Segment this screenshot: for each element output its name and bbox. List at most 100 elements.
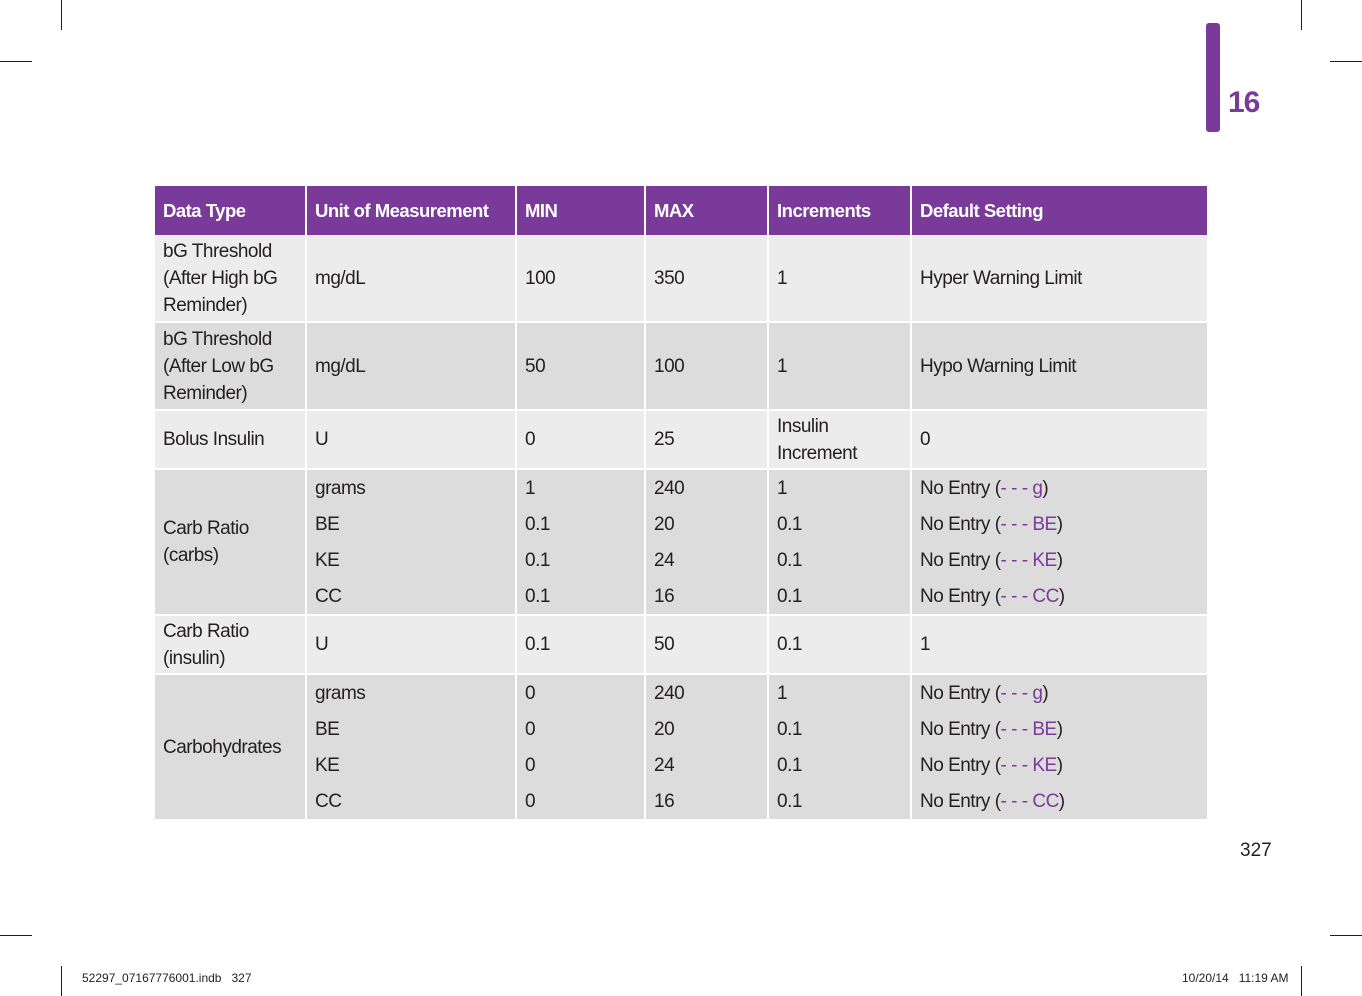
cell-max: 24 [645,747,769,783]
settings-range-table: Data Type Unit of Measurement MIN MAX In… [155,186,1207,819]
cell-unit: BE [306,506,517,542]
cell-increments: 1 [768,321,912,410]
cell-default: 1 [911,614,1207,674]
crop-mark [1330,935,1362,936]
default-text: No Entry ( [920,549,1001,571]
crop-mark [0,61,32,62]
cell-unit: grams [306,468,517,506]
default-code: - - - g [1000,682,1043,704]
default-code: - - - KE [1000,754,1058,776]
cell-increments: 0.1 [768,783,912,819]
default-text: No Entry ( [920,790,1001,812]
cell-min: 0 [516,711,646,747]
cell-default: No Entry (- - - KE) [911,747,1207,783]
cell-max: 100 [645,321,769,410]
cell-increments: 0.1 [768,711,912,747]
default-code: - - - KE [1000,549,1058,571]
header-default-setting: Default Setting [911,186,1207,235]
cell-default: No Entry (- - - BE) [911,506,1207,542]
table-row: bG Threshold (After Low bG Reminder) mg/… [155,321,1207,410]
cell-unit: mg/dL [306,321,517,410]
default-code: - - - g [1000,477,1043,499]
cell-unit: CC [306,783,517,819]
cell-max: 50 [645,614,769,674]
cell-increments: 1 [768,468,912,506]
chapter-tab-bar [1206,23,1220,132]
default-code: - - - CC [1000,790,1060,812]
table-row: Carbohydrates grams 0 240 1 No Entry (- … [155,673,1207,819]
cell-unit: KE [306,542,517,578]
cell-data-type: bG Threshold (After Low bG Reminder) [155,321,307,410]
cell-min: 0.1 [516,506,646,542]
header-unit: Unit of Measurement [306,186,517,235]
cell-max: 240 [645,673,769,711]
default-text: No Entry ( [920,477,1001,499]
header-data-type: Data Type [155,186,307,235]
crop-mark [61,966,62,996]
table-row: KE 0 24 0.1 No Entry (- - - KE) [155,747,1207,783]
table-row: CC 0 16 0.1 No Entry (- - - CC) [155,783,1207,819]
header-min: MIN [516,186,646,235]
cell-increments: Insulin Increment [768,409,912,469]
footer-file-info: 52297_07167776001.indb 327 [82,971,252,985]
default-text: No Entry ( [920,513,1001,535]
header-increments: Increments [768,186,912,235]
cell-max: 25 [645,409,769,469]
cell-min: 0 [516,783,646,819]
cell-min: 100 [516,235,646,322]
cell-data-type: Bolus Insulin [155,409,307,469]
cell-min: 1 [516,468,646,506]
cell-unit: grams [306,673,517,711]
default-text: No Entry ( [920,754,1001,776]
table-row: BE 0.1 20 0.1 No Entry (- - - BE) [155,506,1207,542]
cell-max: 240 [645,468,769,506]
default-text: ) [1056,549,1063,571]
table-row: Bolus Insulin U 0 25 Insulin Increment 0 [155,409,1207,469]
cell-max: 20 [645,711,769,747]
cell-increments: 0.1 [768,578,912,615]
footer-datetime: 10/20/14 11:19 AM [1182,971,1289,985]
cell-default: Hypo Warning Limit [911,321,1207,410]
cell-max: 16 [645,783,769,819]
cell-unit: BE [306,711,517,747]
cell-unit: CC [306,578,517,615]
cell-increments: 0.1 [768,506,912,542]
table-row: KE 0.1 24 0.1 No Entry (- - - KE) [155,542,1207,578]
cell-max: 24 [645,542,769,578]
default-text: No Entry ( [920,682,1001,704]
cell-min: 0 [516,747,646,783]
cell-default: No Entry (- - - KE) [911,542,1207,578]
cell-min: 0.1 [516,578,646,615]
default-text: ) [1056,718,1063,740]
default-text: ) [1056,754,1063,776]
cell-unit: U [306,409,517,469]
cell-default: No Entry (- - - CC) [911,783,1207,819]
default-code: - - - BE [1000,718,1058,740]
cell-increments: 0.1 [768,542,912,578]
default-code: - - - BE [1000,513,1058,535]
default-text: ) [1042,682,1049,704]
cell-default: No Entry (- - - g) [911,468,1207,506]
cell-min: 0 [516,673,646,711]
default-text: ) [1056,513,1063,535]
crop-mark [61,0,62,30]
default-text: ) [1042,477,1049,499]
crop-mark [1330,61,1362,62]
cell-max: 20 [645,506,769,542]
cell-unit: KE [306,747,517,783]
cell-data-type: Carb Ratio (insulin) [155,614,307,674]
cell-min: 0.1 [516,542,646,578]
table-row: CC 0.1 16 0.1 No Entry (- - - CC) [155,578,1207,615]
crop-mark [1301,0,1302,30]
cell-data-type: Carbohydrates [155,673,307,819]
default-code: - - - CC [1000,585,1060,607]
cell-increments: 0.1 [768,747,912,783]
default-text: No Entry ( [920,718,1001,740]
cell-default: Hyper Warning Limit [911,235,1207,322]
cell-min: 0.1 [516,614,646,674]
default-text: ) [1058,790,1065,812]
table-row: Carb Ratio (insulin) U 0.1 50 0.1 1 [155,614,1207,674]
cell-data-type: bG Threshold (After High bG Reminder) [155,235,307,322]
cell-data-type: Carb Ratio (carbs) [155,468,307,615]
chapter-number: 16 [1228,86,1260,119]
